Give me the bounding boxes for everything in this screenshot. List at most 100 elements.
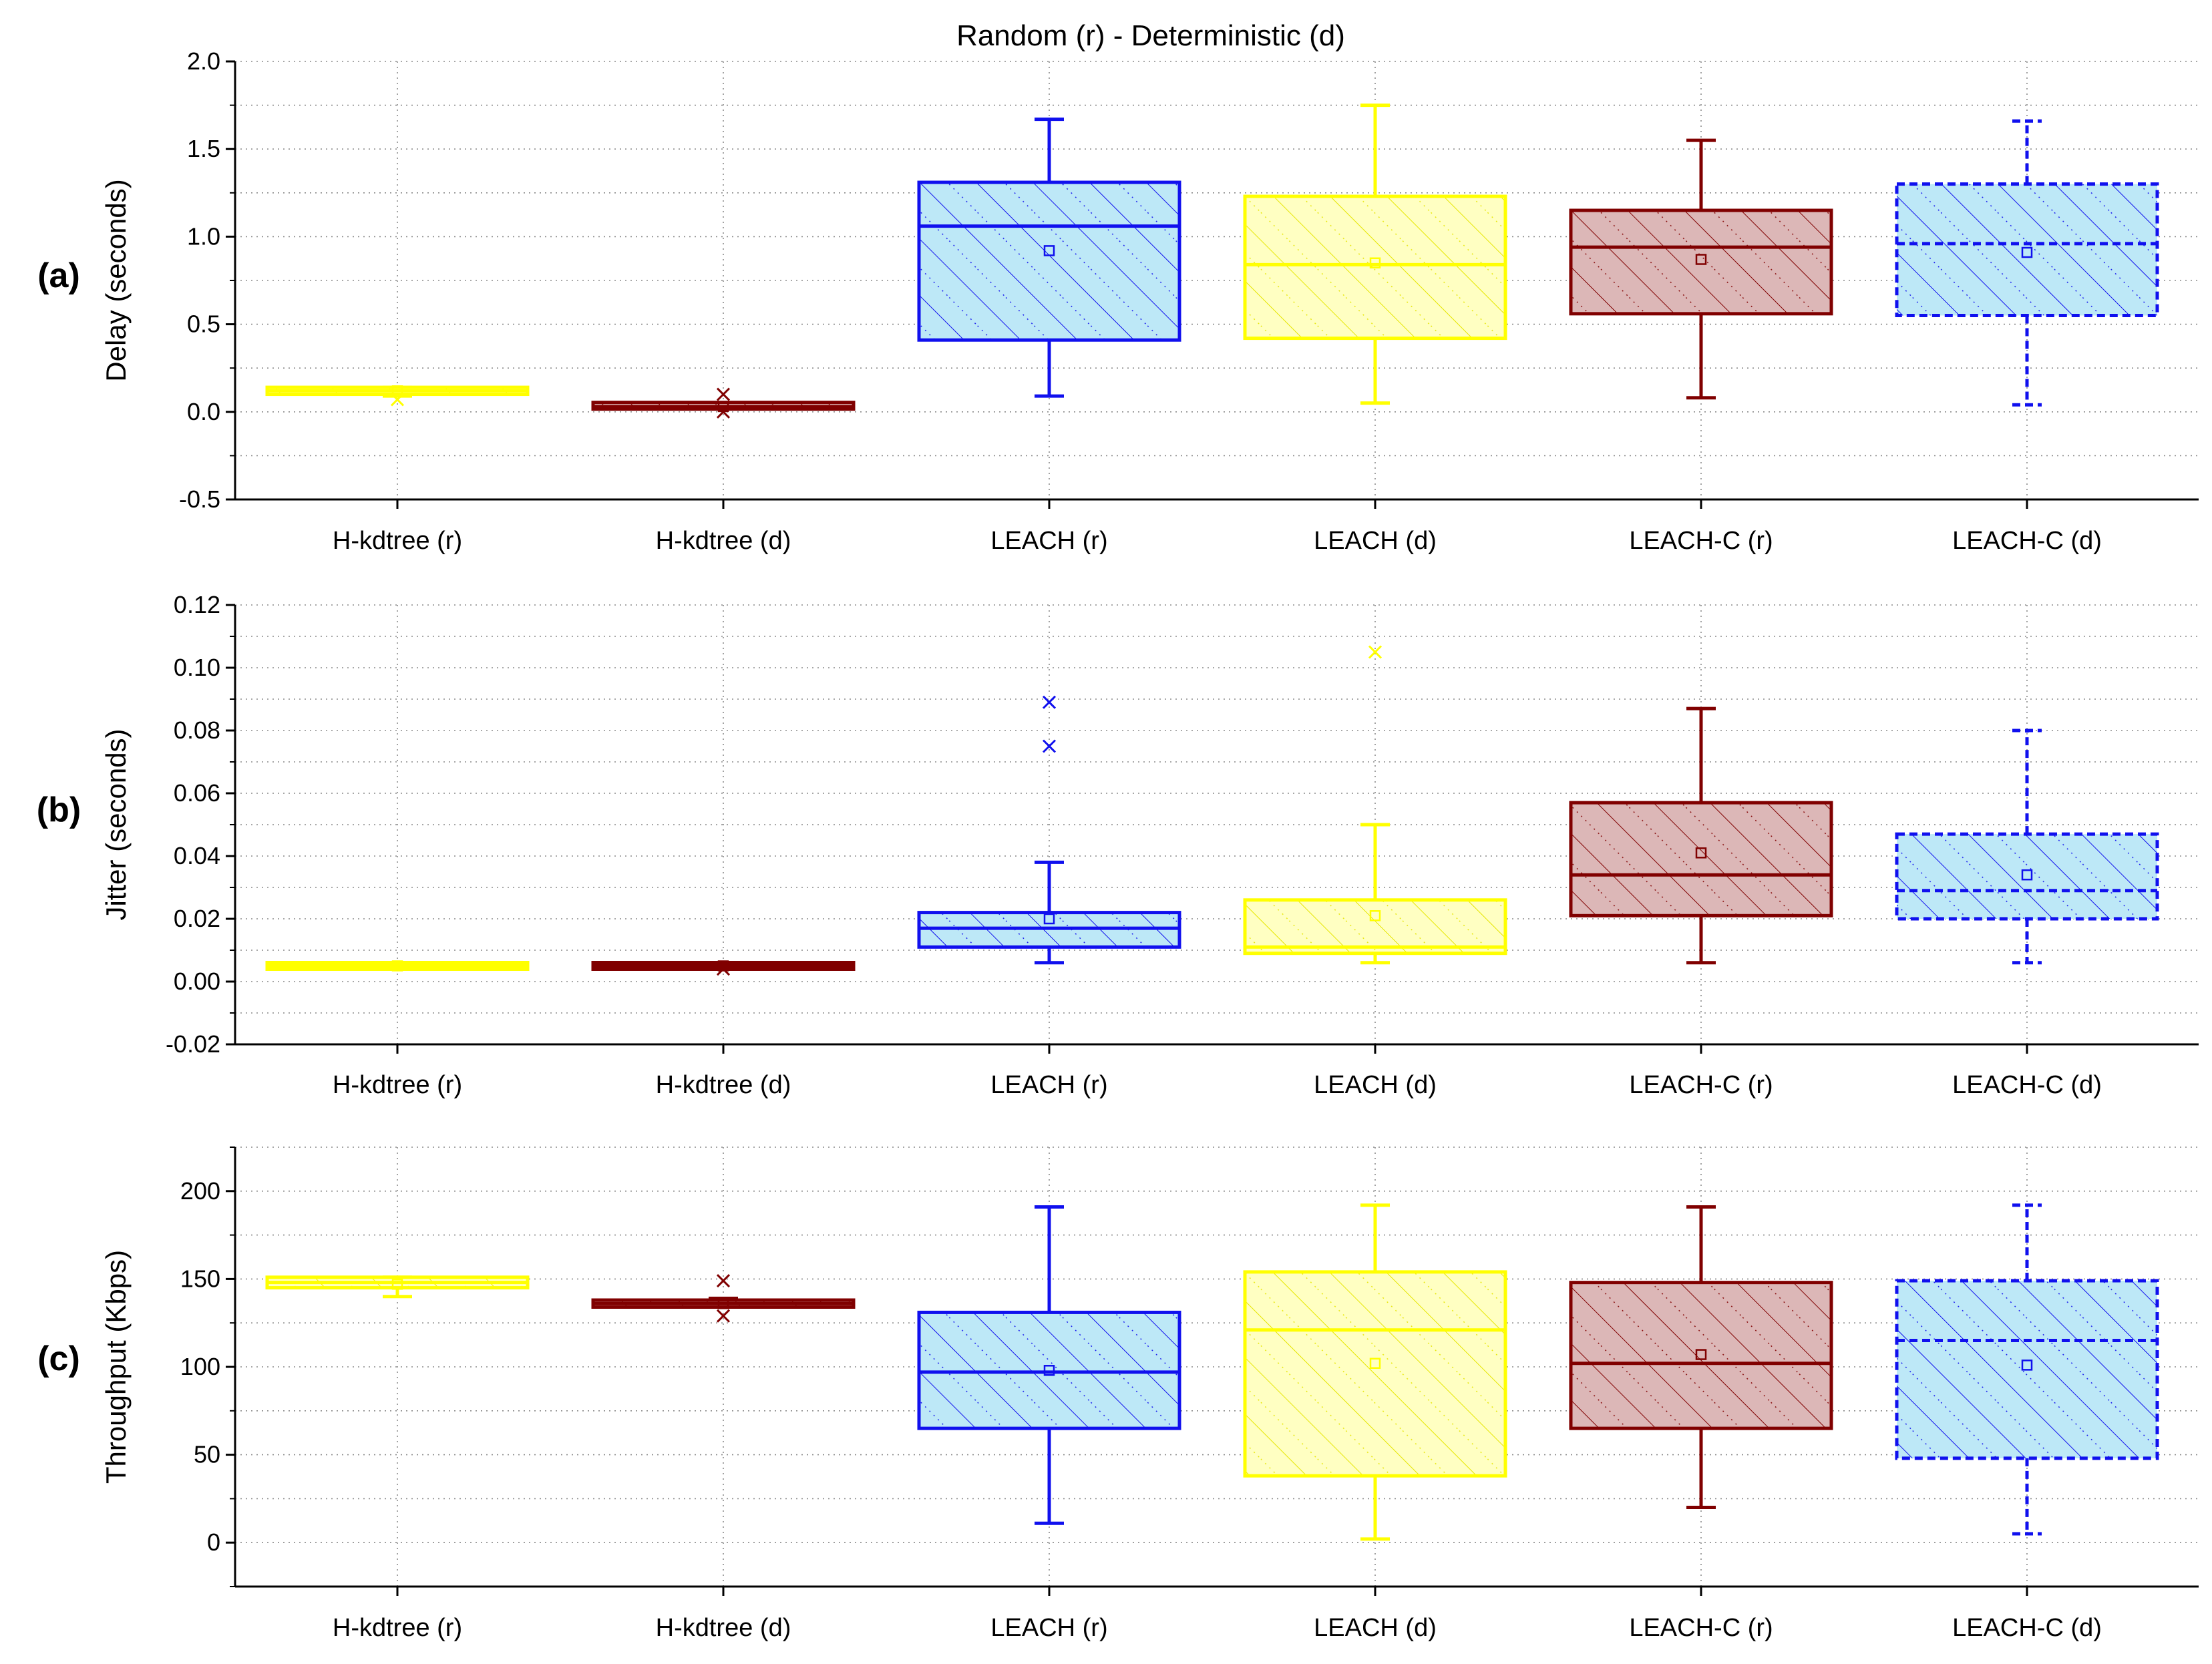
- box-leach-c-r: [1569, 1205, 1833, 1510]
- category-label: LEACH (r): [990, 1614, 1107, 1642]
- category-label: H-kdtree (d): [656, 1071, 791, 1099]
- y-axis-title: Jitter (seconds): [100, 729, 132, 920]
- y-tick-label: 0.10: [174, 654, 220, 681]
- box-leach-r: [917, 695, 1181, 965]
- box-leach-c-r: [1569, 138, 1833, 400]
- panel-c-throughput: 0 50 100 150 200 Throughput (Kbps) (c) H-kdtree…: [37, 1147, 2199, 1642]
- mean-marker: [1369, 257, 1381, 269]
- category-label: LEACH-C (r): [1629, 1614, 1773, 1642]
- box-body: [1895, 832, 2159, 921]
- y-tick-label: 0.0: [187, 398, 220, 425]
- mean-marker: [1369, 910, 1381, 921]
- box-leach-c-d: [1895, 729, 2159, 965]
- category-label: H-kdtree (r): [333, 1614, 462, 1642]
- box-body: [917, 180, 1181, 342]
- outlier-marker: [390, 393, 405, 407]
- box-body: [1569, 208, 1833, 316]
- y-axis-title: Throughput (Kbps): [100, 1250, 132, 1484]
- panel-b-jitter: -0.02 0.00 0.02 0.04 0.06 0.08 0.10 0.12 Jitter …: [37, 591, 2199, 1099]
- y-tick-label: 0.5: [187, 310, 220, 338]
- category-label: LEACH (d): [1314, 527, 1437, 555]
- outlier-marker: [716, 1273, 731, 1288]
- box-leach-c-d: [1895, 119, 2159, 407]
- outlier-marker: [716, 387, 731, 401]
- category-label: LEACH (r): [990, 1071, 1107, 1099]
- y-tick-label: 0.08: [174, 716, 220, 744]
- y-tick-label: 2.0: [187, 47, 220, 75]
- category-label: LEACH-C (d): [1952, 1071, 2102, 1099]
- mean-marker: [717, 1297, 729, 1309]
- y-tick-label: 50: [194, 1441, 220, 1468]
- category-label: LEACH-C (d): [1952, 527, 2102, 555]
- mean-marker: [391, 960, 403, 972]
- y-tick-label: 100: [180, 1353, 220, 1380]
- y-tick-label: 0.00: [174, 968, 220, 995]
- category-label: LEACH-C (d): [1952, 1614, 2102, 1642]
- outlier-marker: [1042, 695, 1057, 709]
- box-body: [1243, 898, 1507, 956]
- category-label: LEACH-C (r): [1629, 527, 1773, 555]
- box-body: [1569, 801, 1833, 917]
- box-h-kdtree-d: [591, 1273, 856, 1323]
- box-body: [1895, 182, 2159, 317]
- mean-marker: [1695, 1349, 1707, 1360]
- mean-marker: [2021, 869, 2033, 881]
- box-leach-d: [1243, 1203, 1507, 1541]
- category-label: LEACH (d): [1314, 1071, 1437, 1099]
- y-tick-label: 1.5: [187, 135, 220, 162]
- box-leach-d: [1243, 103, 1507, 405]
- mean-marker: [391, 385, 403, 397]
- y-tick-label: -0.02: [166, 1030, 220, 1058]
- box-h-kdtree-r: [265, 1275, 530, 1299]
- y-tick-label: 0.06: [174, 779, 220, 807]
- box-h-kdtree-d: [591, 387, 856, 419]
- figure-title: Random (r) - Deterministic (d): [956, 19, 1345, 52]
- mean-marker: [1695, 847, 1707, 859]
- category-label: H-kdtree (r): [333, 527, 462, 555]
- mean-marker: [1043, 913, 1055, 925]
- mean-marker: [1043, 1365, 1055, 1376]
- category-label: H-kdtree (r): [333, 1071, 462, 1099]
- outlier-marker: [716, 1309, 731, 1323]
- y-tick-label: 0.04: [174, 842, 220, 869]
- y-tick-label: 0: [207, 1528, 220, 1556]
- outlier-marker: [1368, 645, 1382, 659]
- mean-marker: [2021, 1360, 2033, 1371]
- panel-tag: (a): [37, 256, 80, 295]
- category-label: LEACH-C (r): [1629, 1071, 1773, 1099]
- box-h-kdtree-r: [265, 960, 530, 972]
- outlier-marker: [716, 962, 731, 976]
- panel-a-delay: -0.5 0.0 0.5 1.0 1.5 2.0 Delay (seconds) (a) H-k…: [37, 47, 2199, 555]
- y-axis-title: Delay (seconds): [100, 179, 132, 381]
- y-tick-label: 200: [180, 1177, 220, 1205]
- outlier-marker: [716, 405, 731, 419]
- y-tick-label: -0.5: [179, 485, 220, 513]
- box-body: [917, 1310, 1181, 1430]
- box-body: [1569, 1281, 1833, 1430]
- panel-tag: (c): [37, 1339, 80, 1378]
- y-tick-label: 0.02: [174, 905, 220, 932]
- box-leach-r: [917, 118, 1181, 398]
- mean-marker: [717, 960, 729, 972]
- box-body: [1243, 1270, 1507, 1478]
- mean-marker: [2021, 246, 2033, 258]
- mean-marker: [391, 1279, 403, 1290]
- mean-marker: [1695, 254, 1707, 265]
- mean-marker: [1043, 245, 1055, 256]
- mean-marker: [1369, 1358, 1381, 1369]
- box-h-kdtree-d: [591, 960, 856, 976]
- y-tick-label: 1.0: [187, 222, 220, 250]
- panel-tag: (b): [37, 791, 81, 829]
- y-tick-label: 150: [180, 1265, 220, 1292]
- box-leach-d: [1243, 645, 1507, 965]
- category-label: LEACH (r): [990, 527, 1107, 555]
- box-leach-r: [917, 1205, 1181, 1525]
- box-leach-c-d: [1895, 1203, 2159, 1536]
- y-tick-label: 0.12: [174, 591, 220, 618]
- outlier-marker: [1042, 739, 1057, 753]
- box-leach-c-r: [1569, 706, 1833, 965]
- category-label: H-kdtree (d): [656, 1614, 791, 1642]
- category-label: LEACH (d): [1314, 1614, 1437, 1642]
- box-h-kdtree-r: [265, 385, 530, 407]
